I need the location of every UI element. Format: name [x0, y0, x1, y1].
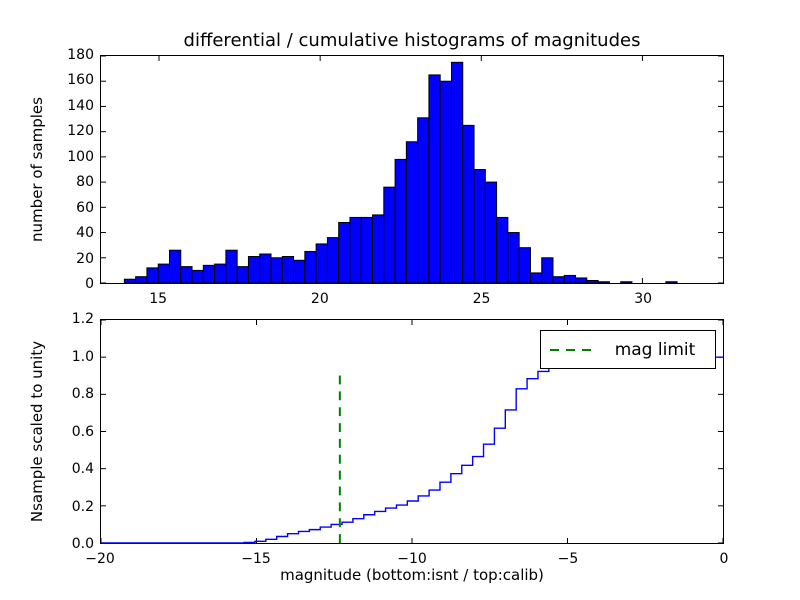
histogram-bar [247, 256, 261, 284]
histogram-bar [597, 281, 610, 284]
ytick-0-60: 60 [76, 199, 94, 216]
histogram-bar [575, 277, 588, 284]
legend[interactable]: mag limit [540, 330, 716, 369]
ytick-0-140: 140 [67, 97, 94, 114]
histogram-bar [518, 247, 531, 284]
ytick-1-0_6: 0.6 [71, 423, 94, 440]
histogram-bar [552, 276, 565, 284]
histogram-bar [541, 257, 554, 284]
cumulative-step-line [101, 356, 723, 544]
ytick-0-180: 180 [67, 47, 94, 63]
histogram-bar [202, 264, 216, 284]
histogram-bar [507, 232, 520, 284]
histogram-bar [586, 279, 599, 284]
histogram-bar [563, 274, 577, 284]
histogram-bar [315, 243, 328, 284]
figure-title: differential / cumulative histograms of … [183, 30, 641, 51]
figure-xlabel: magnitude (bottom:isnt / top:calib) [280, 566, 544, 584]
xtick-0-20: 20 [310, 291, 329, 307]
histogram-bar [326, 237, 340, 284]
histogram-bar [293, 259, 306, 284]
histogram-bar [135, 276, 148, 284]
histogram-bar [439, 80, 452, 284]
ytick-0-40: 40 [76, 225, 94, 242]
ytick-0-0: 0 [85, 276, 94, 292]
xtick-0-25: 25 [472, 291, 491, 307]
histogram-bar [473, 169, 486, 284]
histogram-bar [338, 221, 351, 284]
histogram-bar [270, 257, 283, 284]
ytick-1-0_4: 0.4 [71, 461, 94, 477]
histogram-bar [417, 117, 430, 284]
legend-label-mag-limit: mag limit [614, 339, 696, 360]
histogram-bar [281, 256, 295, 284]
histogram-bar [496, 216, 509, 284]
xtick-1--10: −10 [397, 551, 427, 567]
histogram-bar [214, 263, 227, 284]
ytick-1-1: 1.0 [71, 348, 94, 365]
ytick-0-160: 160 [67, 72, 94, 89]
histogram-bar [484, 181, 498, 284]
histogram-bar [620, 281, 633, 284]
mag-limit-line-icon [550, 348, 594, 351]
xtick-1--15: −15 [241, 551, 271, 567]
ytick-1-0_2: 0.2 [71, 498, 94, 515]
histogram-bar [462, 124, 475, 284]
xtick-0-15: 15 [149, 291, 168, 307]
ytick-0-120: 120 [67, 123, 94, 140]
ytick-0-100: 100 [67, 148, 94, 165]
xtick-1--20: −20 [85, 551, 115, 567]
ytick-1-0_8: 0.8 [71, 386, 94, 402]
histogram-bar [394, 158, 407, 284]
ytick-0-80: 80 [76, 174, 94, 191]
histogram-bar [180, 266, 193, 284]
histogram-bar [123, 278, 137, 284]
histogram-bar [225, 249, 238, 284]
xtick-1--5: −5 [557, 551, 579, 567]
histogram-bar [405, 141, 419, 284]
histogram-bar [349, 216, 362, 284]
differential-histogram-plot [101, 55, 723, 284]
histogram-bar [383, 186, 396, 284]
differential-histogram-axes [100, 55, 724, 284]
histogram-bar [168, 249, 182, 284]
histogram-bar [304, 250, 317, 284]
histogram-bar [236, 266, 249, 284]
histogram-bar [450, 61, 464, 284]
ytick-0-20: 20 [76, 250, 94, 267]
xtick-1-0: 0 [719, 551, 729, 567]
histogram-bar [428, 74, 441, 284]
histogram-bar [529, 272, 543, 284]
histogram-bar [372, 214, 385, 284]
histogram-bar [146, 267, 159, 284]
histogram-bar [191, 269, 204, 284]
ytick-1-0: 0.0 [71, 536, 94, 552]
histogram-bar [157, 263, 170, 284]
histogram-bar [360, 216, 374, 284]
histogram-bar [665, 281, 678, 284]
xtick-0-30: 30 [634, 291, 653, 307]
ytick-1-1_2: 1.2 [71, 311, 94, 327]
histogram-bar [259, 253, 272, 284]
